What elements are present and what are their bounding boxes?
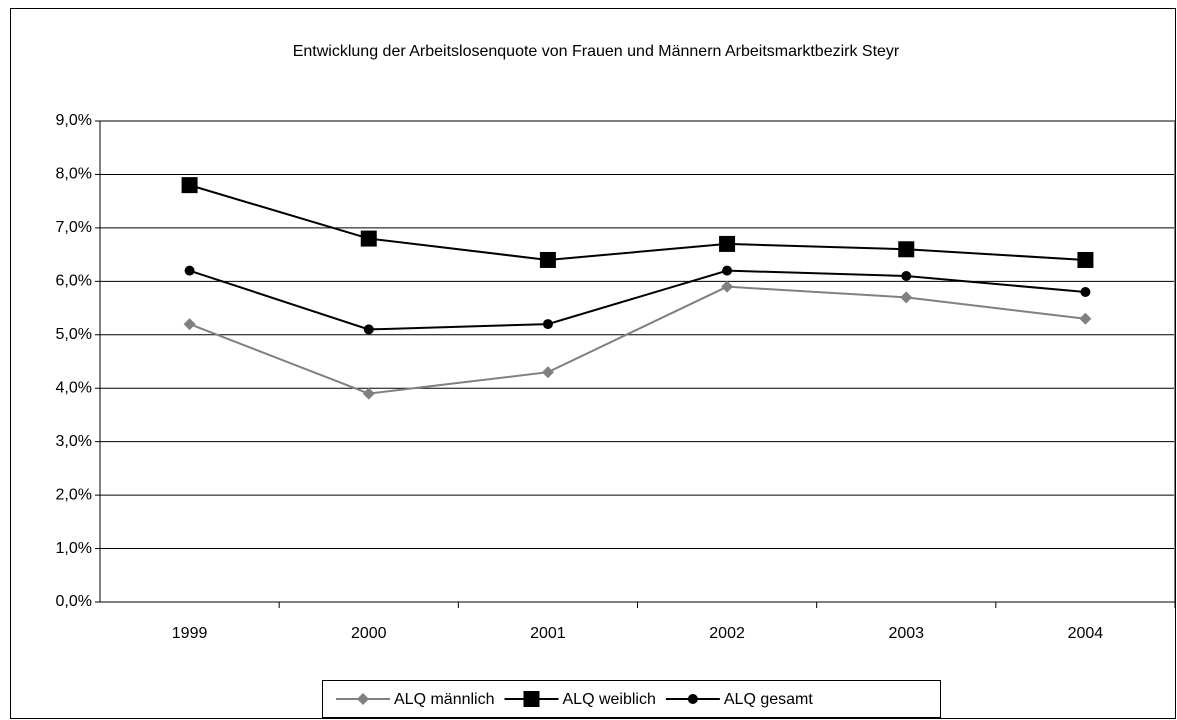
data-point [360,230,377,247]
legend-label: ALQ männlich [394,691,495,708]
legend-label: ALQ gesamt [724,691,813,708]
x-tick-label: 2000 [351,625,387,642]
y-tick-label: 0,0% [56,593,92,610]
data-point [181,177,198,194]
x-tick-label: 2004 [1068,625,1104,642]
y-tick-label: 8,0% [56,166,92,183]
chart-border [10,8,1176,719]
x-tick-label: 2001 [530,625,566,642]
series-line [189,285,1086,395]
data-point [539,251,556,268]
y-tick-label: 5,0% [56,326,92,343]
y-tick-label: 9,0% [56,112,92,129]
data-point [721,280,734,293]
legend-marker [687,694,698,704]
data-point [722,265,733,276]
data-point [541,366,554,379]
data-point [900,291,913,304]
chart-title: Entwicklung der Arbeitslosenquote von Fr… [293,43,900,60]
data-point [184,265,195,276]
legend-label: ALQ weiblich [563,691,656,708]
data-point [362,387,375,400]
y-tick-label: 7,0% [56,219,92,236]
data-point [542,319,553,330]
y-tick-label: 1,0% [56,540,92,557]
data-point [719,235,736,252]
y-tick-label: 4,0% [56,379,92,396]
series-line [189,184,1086,261]
y-tick-label: 6,0% [56,273,92,290]
legend-box [322,680,941,718]
data-point [898,241,915,258]
y-tick-label: 3,0% [56,433,92,450]
y-tick-label: 2,0% [56,486,92,503]
x-tick-label: 1999 [172,625,208,642]
data-point [183,318,196,331]
data-point [1077,251,1094,268]
data-point [1079,312,1092,325]
legend-marker [523,691,540,707]
series-line [189,269,1086,331]
data-point [363,324,374,335]
x-tick-label: 2003 [888,625,924,642]
data-point [901,270,912,281]
x-tick-label: 2002 [709,625,745,642]
data-point [1080,287,1091,298]
legend-marker [357,693,369,705]
